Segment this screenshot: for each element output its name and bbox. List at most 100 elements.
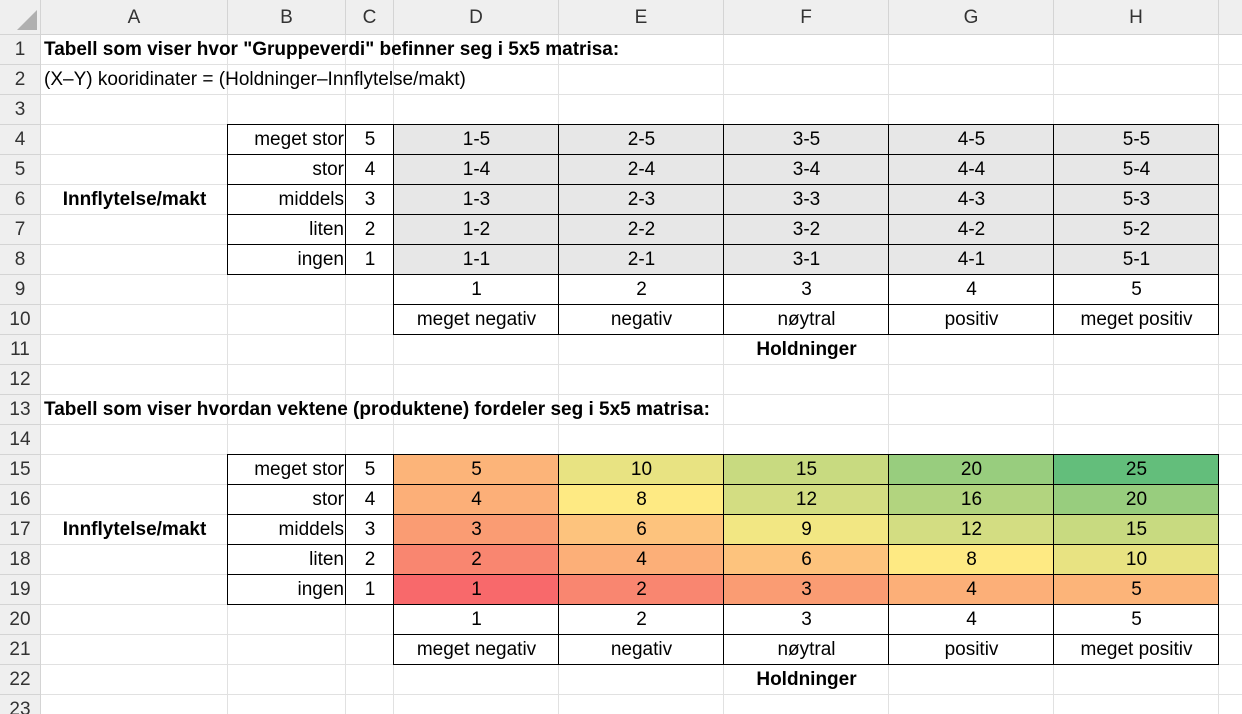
column-header-f[interactable]: F: [724, 0, 889, 35]
coord-attitude-name[interactable]: negativ: [610, 309, 673, 330]
row-header-17[interactable]: 17: [0, 515, 41, 545]
coord-cell[interactable]: 5-5: [1054, 125, 1219, 155]
coord-level-name[interactable]: meget stor: [254, 129, 344, 150]
coord-attitude-name[interactable]: positiv: [944, 309, 999, 330]
weight-level-name[interactable]: meget stor: [254, 459, 344, 480]
coord-attitude-number[interactable]: 3: [801, 279, 812, 300]
column-header-e[interactable]: E: [559, 0, 724, 35]
weight-attitude-name[interactable]: positiv: [944, 639, 999, 660]
weight-cell[interactable]: 5: [394, 455, 559, 485]
row-header-15[interactable]: 15: [0, 455, 41, 485]
coord-level-name[interactable]: ingen: [297, 249, 345, 270]
weight-attitude-name[interactable]: meget positiv: [1080, 639, 1193, 660]
row-header-14[interactable]: 14: [0, 425, 41, 455]
weight-cell[interactable]: 15: [724, 455, 889, 485]
row-header-12[interactable]: 12: [0, 365, 41, 395]
weight-cell[interactable]: 5: [1054, 575, 1219, 605]
coord-cell[interactable]: 1-5: [394, 125, 559, 155]
coord-cell[interactable]: 3-1: [724, 245, 889, 275]
coord-cell[interactable]: 3-2: [724, 215, 889, 245]
coord-cell[interactable]: 2-3: [559, 185, 724, 215]
row-header-1[interactable]: 1: [0, 35, 41, 65]
weight-cell[interactable]: 12: [889, 515, 1054, 545]
row-header-3[interactable]: 3: [0, 95, 41, 125]
weight-level-value[interactable]: 4: [364, 489, 376, 510]
coord-cell[interactable]: 4-3: [889, 185, 1054, 215]
column-header-d[interactable]: D: [394, 0, 559, 35]
coord-cell[interactable]: 3-5: [724, 125, 889, 155]
weight-level-name[interactable]: middels: [278, 519, 344, 540]
coord-attitude-number[interactable]: 1: [471, 279, 482, 300]
coord-level-name[interactable]: stor: [312, 159, 344, 180]
row-header-18[interactable]: 18: [0, 545, 41, 575]
coord-x-axis-label[interactable]: Holdninger: [756, 339, 857, 360]
row-header-23[interactable]: 23: [0, 695, 41, 714]
row-header-19[interactable]: 19: [0, 575, 41, 605]
weight-cell[interactable]: 12: [724, 485, 889, 515]
coord-cell[interactable]: 5-1: [1054, 245, 1219, 275]
title-2[interactable]: Tabell som viser hvordan vektene (produk…: [44, 399, 710, 420]
row-header-7[interactable]: 7: [0, 215, 41, 245]
weight-cell[interactable]: 3: [394, 515, 559, 545]
weight-x-axis-label[interactable]: Holdninger: [756, 669, 857, 690]
coord-level-value[interactable]: 5: [364, 129, 376, 150]
row-header-21[interactable]: 21: [0, 635, 41, 665]
coord-cell[interactable]: 4-5: [889, 125, 1054, 155]
coord-attitude-name[interactable]: meget negativ: [416, 309, 537, 330]
coord-level-name[interactable]: middels: [278, 189, 344, 210]
coord-cell[interactable]: 4-4: [889, 155, 1054, 185]
coord-level-value[interactable]: 1: [364, 249, 376, 270]
coord-cell[interactable]: 5-2: [1054, 215, 1219, 245]
weight-level-value[interactable]: 5: [364, 459, 376, 480]
row-header-20[interactable]: 20: [0, 605, 41, 635]
coord-attitude-number[interactable]: 2: [636, 279, 647, 300]
coord-cell[interactable]: 1-2: [394, 215, 559, 245]
coord-attitude-number[interactable]: 4: [966, 279, 977, 300]
weight-level-value[interactable]: 2: [364, 549, 376, 570]
weight-cell[interactable]: 9: [724, 515, 889, 545]
coord-cell[interactable]: 5-3: [1054, 185, 1219, 215]
weight-cell[interactable]: 3: [724, 575, 889, 605]
row-header-6[interactable]: 6: [0, 185, 41, 215]
column-header-b[interactable]: B: [228, 0, 346, 35]
row-header-8[interactable]: 8: [0, 245, 41, 275]
coord-y-axis-label[interactable]: Innflytelse/makt: [62, 189, 207, 210]
weight-cell[interactable]: 15: [1054, 515, 1219, 545]
row-header-22[interactable]: 22: [0, 665, 41, 695]
weight-cell[interactable]: 2: [394, 545, 559, 575]
weight-cell[interactable]: 20: [1054, 485, 1219, 515]
coord-cell[interactable]: 1-3: [394, 185, 559, 215]
weight-cell[interactable]: 8: [559, 485, 724, 515]
coord-cell[interactable]: 2-4: [559, 155, 724, 185]
weight-level-value[interactable]: 1: [364, 579, 376, 600]
weight-cell[interactable]: 8: [889, 545, 1054, 575]
weight-level-name[interactable]: stor: [312, 489, 344, 510]
weight-cell[interactable]: 4: [559, 545, 724, 575]
coord-cell[interactable]: 4-2: [889, 215, 1054, 245]
row-header-16[interactable]: 16: [0, 485, 41, 515]
subtitle-1[interactable]: (X–Y) kooridinater = (Holdninger–Innflyt…: [44, 69, 466, 90]
coord-cell[interactable]: 5-4: [1054, 155, 1219, 185]
weight-cell[interactable]: 4: [889, 575, 1054, 605]
coord-level-value[interactable]: 4: [364, 159, 376, 180]
row-header-5[interactable]: 5: [0, 155, 41, 185]
weight-level-name[interactable]: ingen: [297, 579, 345, 600]
row-header-9[interactable]: 9: [0, 275, 41, 305]
coord-cell[interactable]: 2-5: [559, 125, 724, 155]
coord-level-value[interactable]: 3: [364, 189, 376, 210]
weight-cell[interactable]: 10: [1054, 545, 1219, 575]
weight-attitude-number[interactable]: 5: [1131, 609, 1142, 630]
coord-cell[interactable]: 3-4: [724, 155, 889, 185]
weight-level-name[interactable]: liten: [309, 549, 344, 570]
row-header-4[interactable]: 4: [0, 125, 41, 155]
column-header-c[interactable]: C: [346, 0, 394, 35]
row-header-2[interactable]: 2: [0, 65, 41, 95]
coord-level-value[interactable]: 2: [364, 219, 376, 240]
coord-cell[interactable]: 1-1: [394, 245, 559, 275]
weight-attitude-number[interactable]: 2: [636, 609, 647, 630]
coord-cell[interactable]: 3-3: [724, 185, 889, 215]
coord-cell[interactable]: 1-4: [394, 155, 559, 185]
coord-cell[interactable]: 2-1: [559, 245, 724, 275]
weight-cell[interactable]: 25: [1054, 455, 1219, 485]
